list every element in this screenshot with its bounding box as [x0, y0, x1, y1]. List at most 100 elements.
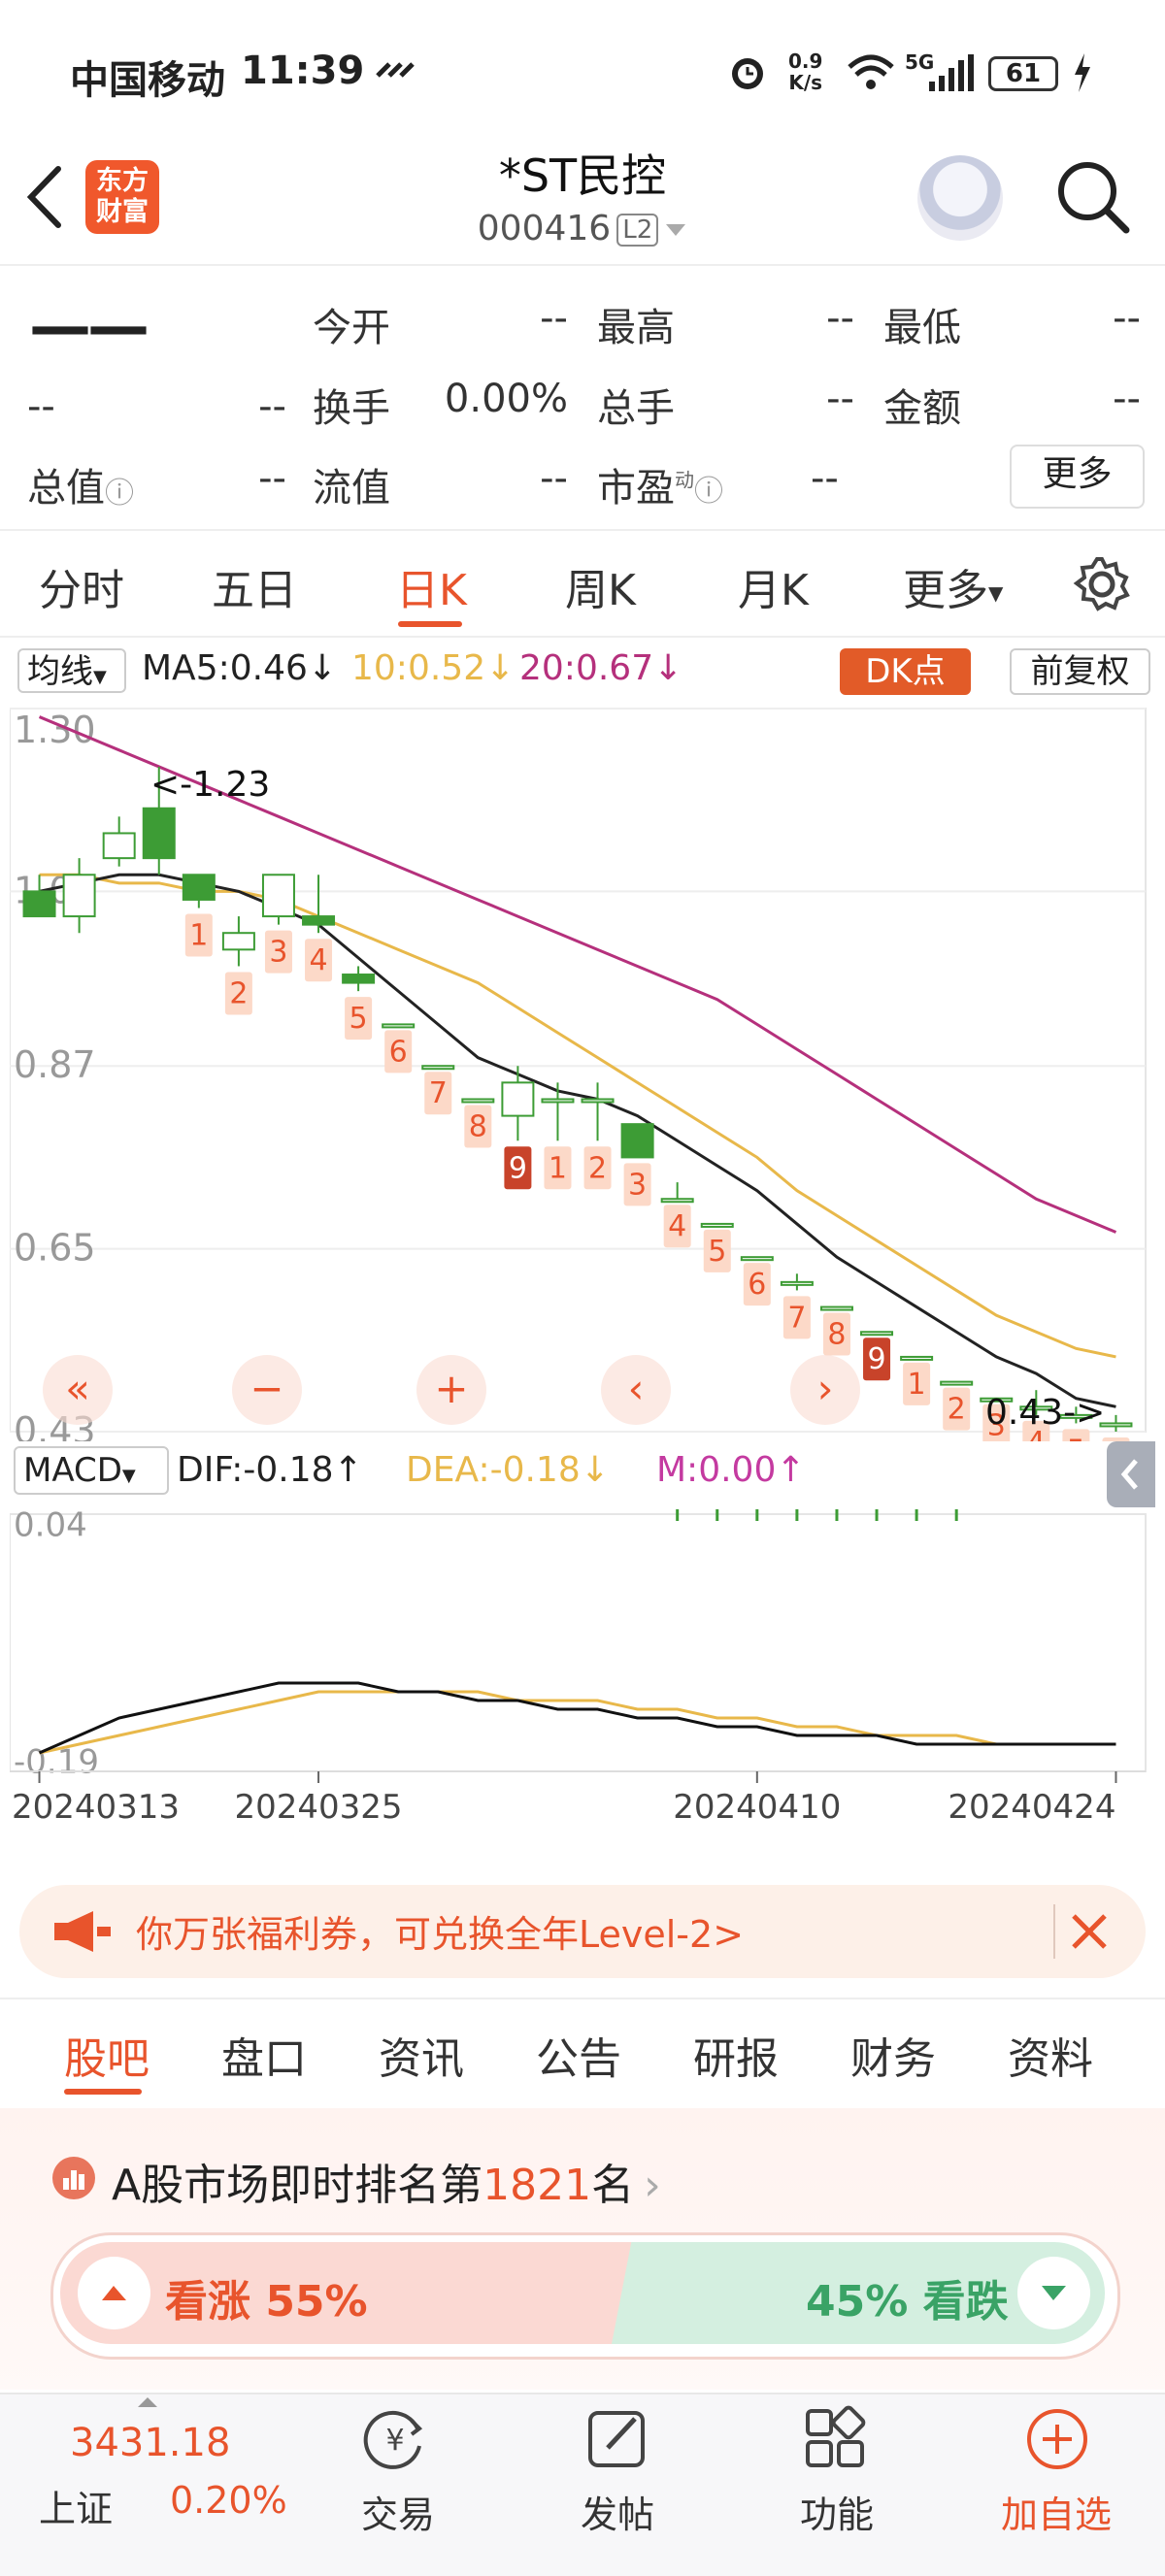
float-value-label: 流值	[313, 466, 390, 511]
vote-up-label: 看涨 55%	[165, 2277, 368, 2327]
candle	[182, 874, 216, 901]
dea-line	[39, 1690, 1116, 1755]
tab-weekly-k[interactable]: 周K	[565, 566, 636, 615]
market-ranking[interactable]: A股市场即时排名第1821名 ›	[112, 2161, 661, 2210]
more-quote-button[interactable]: 更多	[1010, 445, 1145, 509]
day-counter-number: 8	[827, 1318, 846, 1352]
turnover-label: 换手	[313, 386, 390, 431]
day-counter-number: 3	[628, 1168, 647, 1202]
network-type: 5G	[905, 50, 935, 74]
promo-banner[interactable]	[19, 1885, 1146, 1978]
tab-profile[interactable]: 资料	[1008, 2034, 1093, 2084]
index-value[interactable]: 3431.18	[70, 2421, 231, 2465]
day-counter-badge	[822, 1312, 850, 1356]
nav-functions[interactable]: 功能	[799, 2493, 874, 2536]
stock-code[interactable]: 000416 L2	[417, 209, 748, 248]
tab-financials[interactable]: 财务	[850, 2034, 936, 2084]
candle	[900, 1355, 934, 1361]
day-counter-number: 1	[908, 1368, 926, 1402]
vote-up-button[interactable]	[78, 2257, 150, 2329]
time-label: 11:39	[241, 49, 365, 93]
candle	[740, 1256, 774, 1262]
back-arrow-icon[interactable]	[21, 163, 70, 231]
index-name[interactable]: 上证	[39, 2488, 114, 2530]
price-axis-label: 1.30	[14, 709, 96, 751]
dk-point-button[interactable]: DK点	[840, 648, 971, 695]
candle	[22, 890, 56, 918]
open-value: --	[540, 296, 568, 341]
zoom-in-icon[interactable]	[416, 1355, 486, 1425]
tab-forum[interactable]: 股吧	[64, 2034, 150, 2084]
megaphone-icon	[54, 1911, 111, 1952]
candle	[421, 1065, 455, 1071]
price-change-pct: --	[258, 384, 286, 429]
day-counter-number: 5	[350, 1002, 368, 1036]
day-counter-badge	[863, 1338, 891, 1381]
candle	[819, 1305, 853, 1311]
tab-five-day[interactable]: 五日	[212, 566, 297, 615]
tabs-divider	[0, 636, 1165, 638]
candle	[221, 932, 255, 951]
day-counter-badge	[943, 1387, 971, 1431]
candle	[142, 807, 176, 860]
day-counter-badge	[982, 1404, 1011, 1441]
scroll-left-fast-icon[interactable]	[43, 1355, 113, 1425]
tab-more[interactable]: 更多▼	[903, 566, 1004, 615]
ma20-line	[38, 715, 1117, 1234]
tab-intraday[interactable]: 分时	[39, 566, 124, 615]
trade-yen-icon: ¥	[363, 2410, 423, 2469]
link-icon	[376, 62, 415, 78]
functions-grid-icon	[806, 2405, 866, 2467]
candle	[1019, 1405, 1053, 1411]
candle	[261, 874, 295, 918]
high-annotation: <-1.23	[150, 765, 270, 805]
day-counter-badge	[1102, 1437, 1130, 1441]
indicator-selector[interactable]: 均线▼	[17, 648, 126, 693]
adjust-price-button[interactable]: 前复权	[1010, 648, 1150, 695]
day-counter-badge	[464, 1105, 492, 1148]
scroll-right-icon[interactable]	[790, 1355, 860, 1425]
candle	[342, 974, 376, 984]
search-icon[interactable]	[1053, 157, 1131, 235]
nav-trade[interactable]: 交易	[360, 2493, 435, 2536]
low-label: 最低	[883, 306, 961, 350]
candle	[1099, 1422, 1133, 1428]
macd-selector[interactable]: MACD▼	[14, 1446, 169, 1495]
day-counter-number: 6	[748, 1268, 766, 1302]
day-counter-number: 7	[787, 1301, 806, 1335]
vote-down-button[interactable]	[1017, 2257, 1090, 2329]
tab-announcements[interactable]: 公告	[536, 2034, 621, 2084]
price-axis-label: 0.65	[14, 1227, 96, 1270]
stock-title: *ST民控	[498, 149, 667, 202]
assistant-avatar[interactable]	[917, 155, 1003, 241]
day-counter-badge	[743, 1263, 771, 1306]
nav-add-watchlist[interactable]: 加自选	[1000, 2493, 1112, 2536]
candle	[461, 1098, 495, 1104]
tab-monthly-k[interactable]: 月K	[738, 566, 809, 615]
tab-news[interactable]: 资讯	[379, 2034, 464, 2084]
wifi-icon	[848, 54, 894, 89]
chevron-right-icon: ›	[644, 2161, 661, 2210]
scroll-left-icon[interactable]	[601, 1355, 671, 1425]
total-value-label: 总值ⓘ	[27, 466, 134, 511]
index-change[interactable]: 0.20%	[170, 2479, 287, 2522]
tab-daily-k[interactable]: 日K	[396, 566, 467, 615]
day-counter-badge	[504, 1146, 532, 1190]
alarm-icon	[732, 58, 763, 89]
scroll-left-fast-icon-glyph: «	[65, 1365, 90, 1412]
collapse-panel-button[interactable]	[1107, 1441, 1155, 1507]
tab-orderbook[interactable]: 盘口	[221, 2034, 307, 2084]
amount-value: --	[1113, 377, 1141, 421]
net-speed: 0.9 K/s	[788, 50, 823, 94]
close-icon[interactable]	[1068, 1910, 1111, 1953]
date-label: 20240424	[948, 1788, 1115, 1827]
caret-down-icon: ▼	[93, 667, 107, 687]
zoom-out-icon[interactable]	[232, 1355, 302, 1425]
nav-post[interactable]: 发帖	[580, 2493, 654, 2536]
level2-badge: L2	[616, 214, 659, 247]
day-counter-number: 4	[1027, 1426, 1046, 1441]
settings-gear-icon[interactable]	[1073, 555, 1131, 613]
tab-research[interactable]: 研报	[693, 2034, 779, 2084]
active-tab-underline	[398, 621, 462, 627]
